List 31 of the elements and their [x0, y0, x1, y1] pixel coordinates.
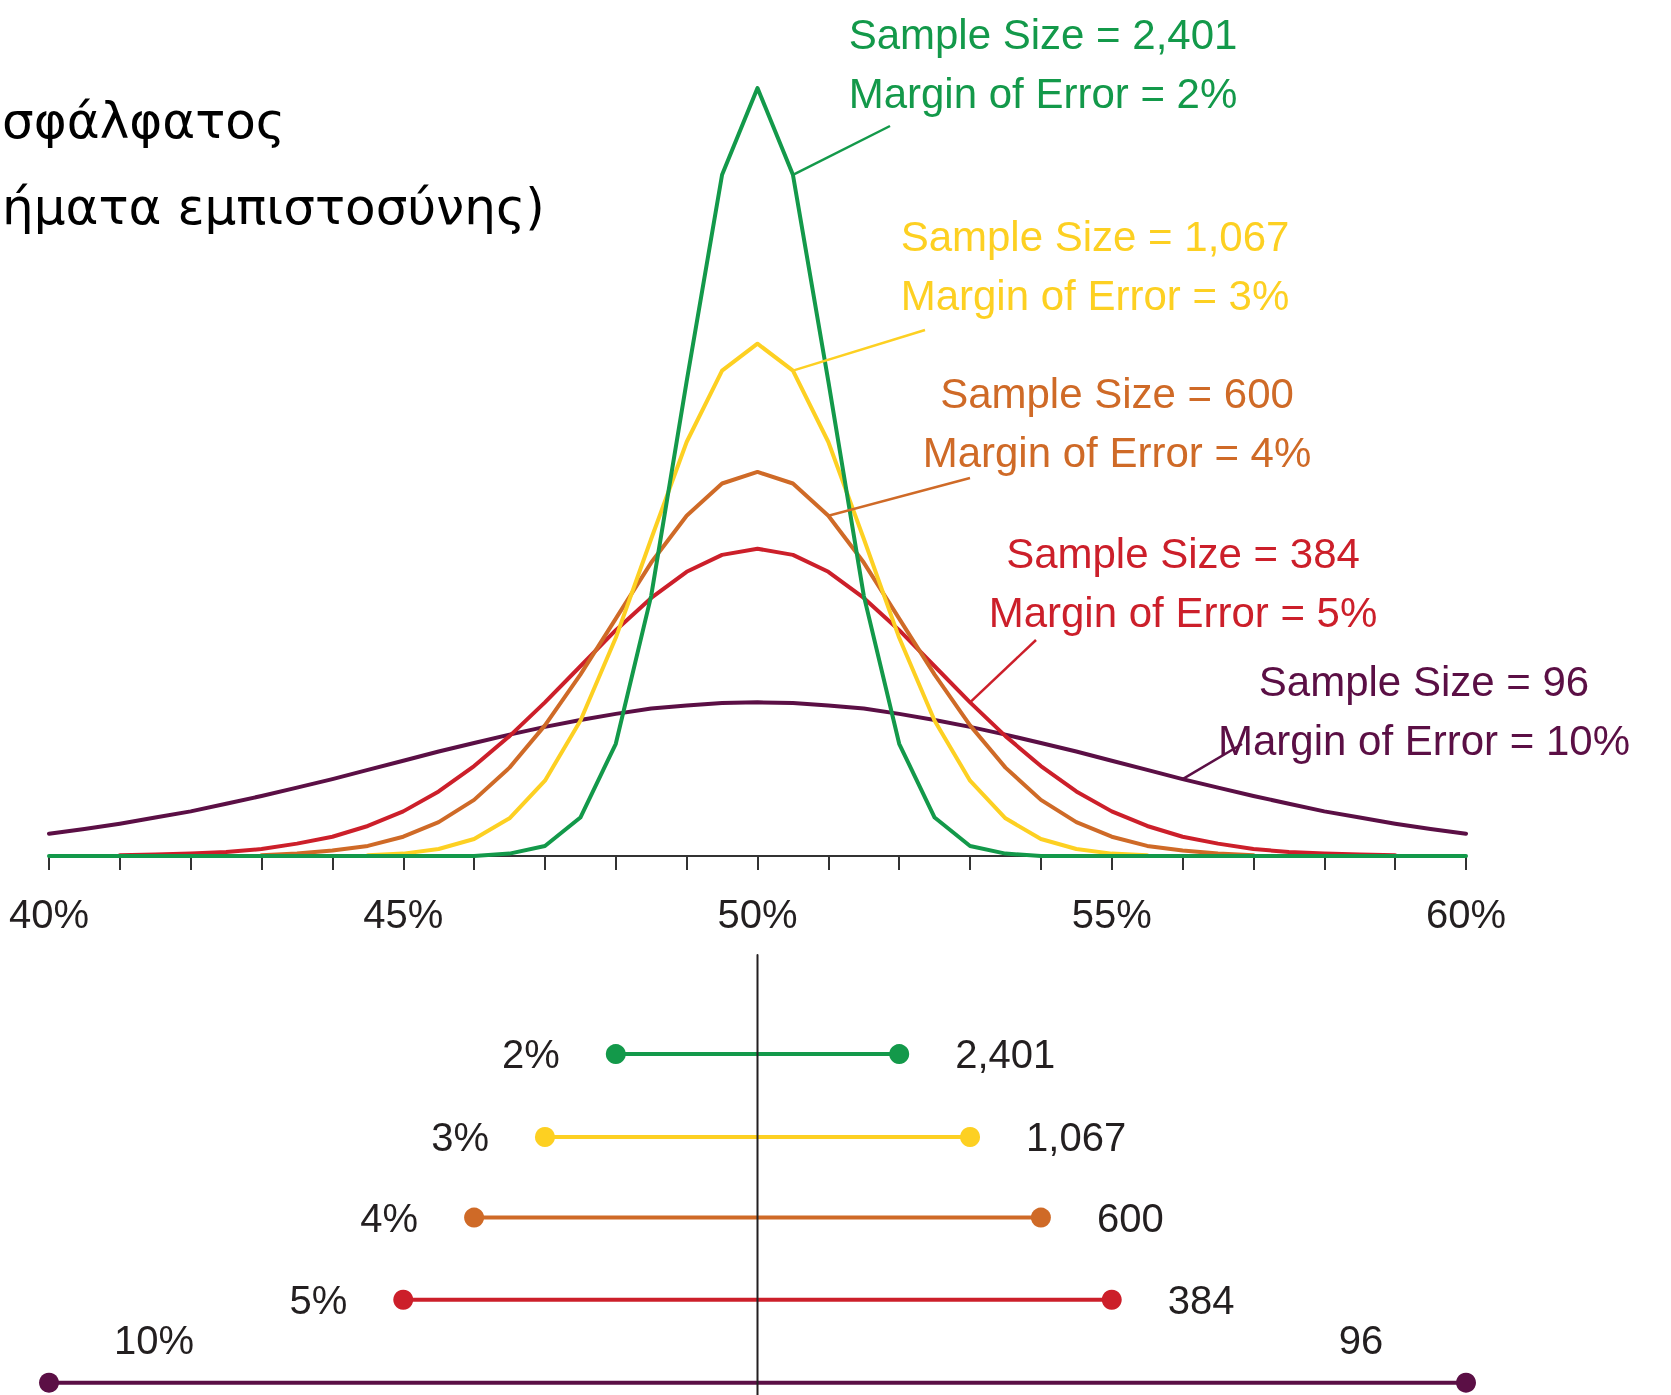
point: [960, 1126, 981, 1147]
annotation: 5%: [289, 1277, 348, 1322]
series-label: Sample Size = 2,401 Margin of Error = 2%: [848, 11, 1238, 117]
annotation: 1,067: [1026, 1114, 1127, 1159]
annotation: 10%: [113, 1317, 195, 1362]
point: [605, 1044, 626, 1065]
text: Sample Size = 1,067 Margin of Error = 3%: [900, 213, 1290, 319]
point: [1030, 1207, 1051, 1228]
x-tick-label: 50%: [717, 891, 798, 936]
annotation: 2%: [501, 1032, 560, 1077]
point: [393, 1289, 414, 1310]
series-label: Sample Size = 384 Margin of Error = 5%: [988, 530, 1378, 636]
annotation: 600: [1096, 1195, 1164, 1240]
annotation: 96: [1338, 1317, 1384, 1362]
x-tick-label: 55%: [1071, 891, 1152, 936]
text: Sample Size = 600 Margin of Error = 4%: [922, 370, 1312, 476]
x-tick-label: 40%: [8, 891, 90, 936]
x-tick-label: 45%: [363, 891, 444, 936]
point: [1101, 1289, 1122, 1310]
x-tick-label: 60%: [1425, 891, 1507, 936]
annotation: 3%: [431, 1114, 489, 1159]
point: [39, 1372, 59, 1393]
point: [464, 1207, 485, 1228]
annotation: 384: [1167, 1277, 1235, 1322]
annotation: 4%: [360, 1195, 419, 1240]
point: [889, 1044, 910, 1065]
point: [534, 1126, 555, 1147]
series-label: Sample Size = 96 Margin of Error = 10%: [1217, 658, 1631, 764]
annotation: 2,401: [955, 1032, 1056, 1077]
text: σφάλφατος ήματα εμπιστοσύνης): [2, 92, 545, 236]
point: [1456, 1372, 1476, 1393]
